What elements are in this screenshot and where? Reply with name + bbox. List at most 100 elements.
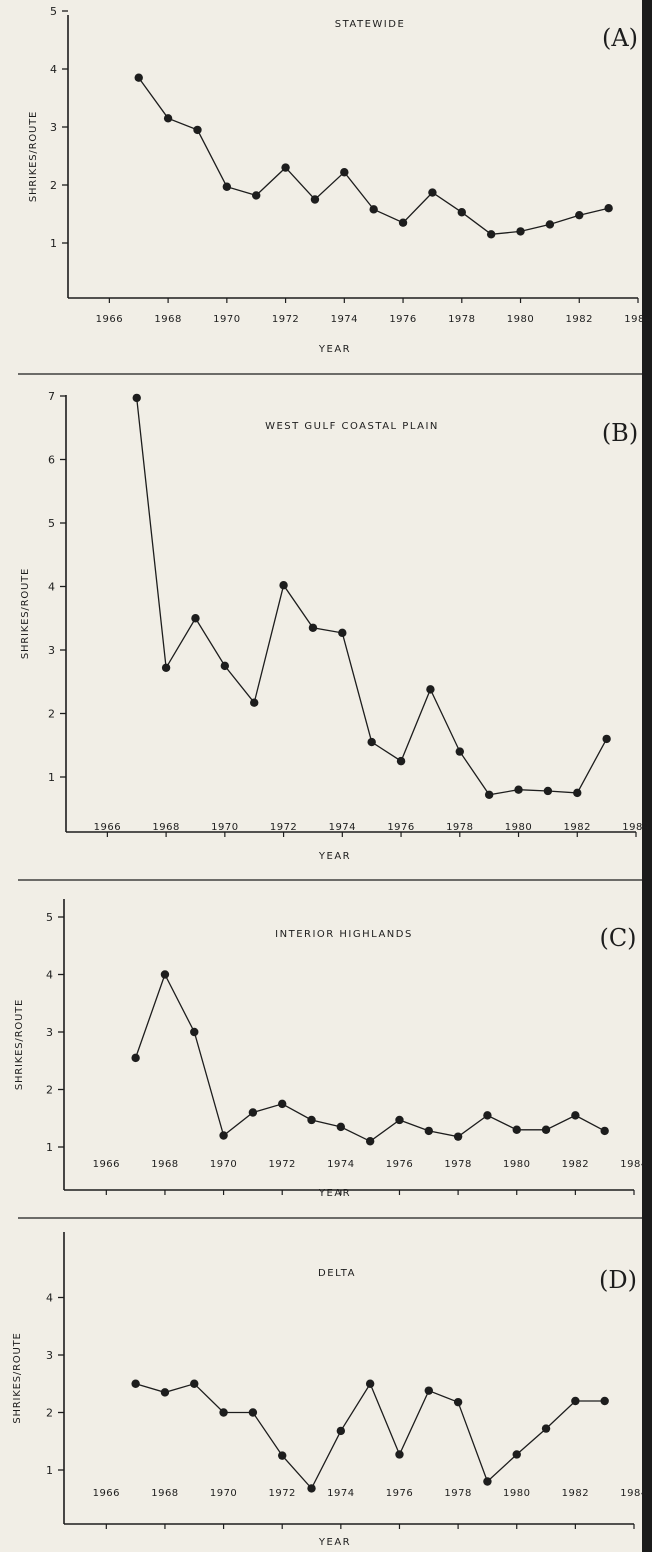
data-point bbox=[398, 218, 408, 227]
x-tick-label: 1968 bbox=[151, 1488, 178, 1499]
data-point bbox=[307, 1115, 316, 1125]
data-point bbox=[310, 195, 320, 204]
series-line bbox=[134, 972, 606, 1143]
data-point bbox=[453, 1132, 463, 1141]
data-point bbox=[308, 623, 318, 632]
y-tick-label: 3 bbox=[48, 644, 55, 657]
y-tick-label: 4 bbox=[50, 63, 57, 76]
x-tick-label: 1968 bbox=[154, 314, 181, 325]
data-point bbox=[250, 698, 259, 707]
data-point bbox=[428, 188, 437, 197]
page-edge-shadow bbox=[642, 0, 652, 1552]
data-point bbox=[338, 628, 347, 638]
data-point bbox=[222, 182, 232, 191]
x-tick-label: 1978 bbox=[448, 314, 475, 325]
x-tick-label: 1984 bbox=[622, 822, 649, 833]
x-tick-label: 1984 bbox=[620, 1159, 647, 1170]
x-tick-label: 1970 bbox=[213, 314, 240, 325]
data-point bbox=[395, 1450, 404, 1459]
data-point bbox=[369, 205, 378, 214]
y-tick-label: 2 bbox=[48, 708, 55, 721]
y-tick-label: 3 bbox=[46, 1026, 53, 1039]
x-tick-label: 1976 bbox=[389, 314, 416, 325]
data-point bbox=[512, 1450, 521, 1459]
x-tick-label: 1976 bbox=[386, 1159, 413, 1170]
y-tick-label: 1 bbox=[46, 1464, 53, 1477]
x-tick-label: 1966 bbox=[93, 1159, 120, 1170]
x-tick-label: 1972 bbox=[268, 1159, 295, 1170]
x-tick-label: 1974 bbox=[329, 822, 356, 833]
data-point bbox=[278, 1099, 287, 1109]
data-point bbox=[424, 1126, 433, 1136]
x-tick-label: 1978 bbox=[444, 1159, 471, 1170]
data-point bbox=[486, 230, 496, 239]
x-tick-label: 1970 bbox=[210, 1488, 237, 1499]
x-tick-label: 1982 bbox=[562, 1159, 589, 1170]
x-tick-label: 1982 bbox=[562, 1488, 589, 1499]
x-tick-label: 1968 bbox=[152, 822, 179, 833]
x-tick-label: 1984 bbox=[624, 314, 651, 325]
data-point bbox=[278, 1451, 287, 1460]
data-point bbox=[193, 125, 202, 135]
x-tick-label: 1966 bbox=[96, 314, 123, 325]
data-point bbox=[573, 788, 582, 798]
y-tick-label: 2 bbox=[46, 1407, 53, 1420]
y-tick-label: 2 bbox=[50, 179, 57, 192]
data-point bbox=[512, 1125, 521, 1134]
data-point bbox=[248, 1108, 258, 1117]
x-tick-label: 1980 bbox=[505, 822, 532, 833]
data-point bbox=[600, 1396, 609, 1406]
data-point bbox=[365, 1137, 375, 1146]
data-point bbox=[279, 581, 288, 590]
x-tick-label: 1970 bbox=[210, 1159, 237, 1170]
data-point bbox=[131, 1053, 140, 1063]
y-tick-label: 1 bbox=[46, 1141, 53, 1154]
x-tick-label: 1966 bbox=[93, 1488, 120, 1499]
data-point bbox=[396, 756, 406, 766]
chart-title: WEST GULF COASTAL PLAIN bbox=[265, 421, 439, 432]
data-point bbox=[545, 220, 555, 229]
data-point bbox=[455, 747, 464, 756]
x-tick-label: 1974 bbox=[327, 1488, 354, 1499]
x-tick-label: 1972 bbox=[268, 1488, 295, 1499]
data-point bbox=[134, 73, 143, 82]
panel-label: (C) bbox=[599, 924, 636, 952]
y-tick-label: 7 bbox=[48, 390, 55, 403]
x-tick-label: 1976 bbox=[387, 822, 414, 833]
data-point bbox=[541, 1424, 551, 1433]
data-point bbox=[163, 114, 173, 123]
data-point bbox=[160, 970, 170, 979]
data-point bbox=[483, 1111, 492, 1120]
data-point bbox=[190, 1379, 199, 1388]
data-point bbox=[190, 1027, 199, 1037]
data-point bbox=[219, 1408, 228, 1417]
data-point bbox=[457, 208, 466, 217]
data-point bbox=[602, 734, 611, 744]
data-point bbox=[252, 191, 261, 200]
x-tick-label: 1980 bbox=[503, 1159, 530, 1170]
x-tick-label: 1976 bbox=[386, 1488, 413, 1499]
data-point bbox=[365, 1379, 375, 1388]
data-point bbox=[307, 1484, 316, 1493]
data-point bbox=[160, 1388, 170, 1397]
series-line bbox=[136, 397, 608, 796]
y-tick-label: 1 bbox=[48, 771, 55, 784]
y-tick-label: 2 bbox=[46, 1084, 53, 1097]
panel-label: (B) bbox=[602, 419, 638, 447]
x-tick-label: 1972 bbox=[272, 314, 299, 325]
data-point bbox=[543, 786, 553, 796]
data-point bbox=[191, 614, 200, 623]
y-tick-label: 5 bbox=[46, 911, 53, 924]
y-axis-title: SHRIKES/ROUTE bbox=[12, 1332, 23, 1423]
x-tick-label: 1978 bbox=[444, 1488, 471, 1499]
data-point bbox=[541, 1125, 551, 1134]
y-tick-label: 3 bbox=[46, 1349, 53, 1362]
x-tick-label: 1974 bbox=[327, 1159, 354, 1170]
data-point bbox=[219, 1131, 228, 1140]
data-point bbox=[483, 1477, 492, 1486]
y-tick-label: 4 bbox=[46, 969, 53, 982]
chart-title: DELTA bbox=[318, 1268, 356, 1279]
data-point bbox=[600, 1126, 609, 1136]
data-point bbox=[161, 663, 171, 672]
